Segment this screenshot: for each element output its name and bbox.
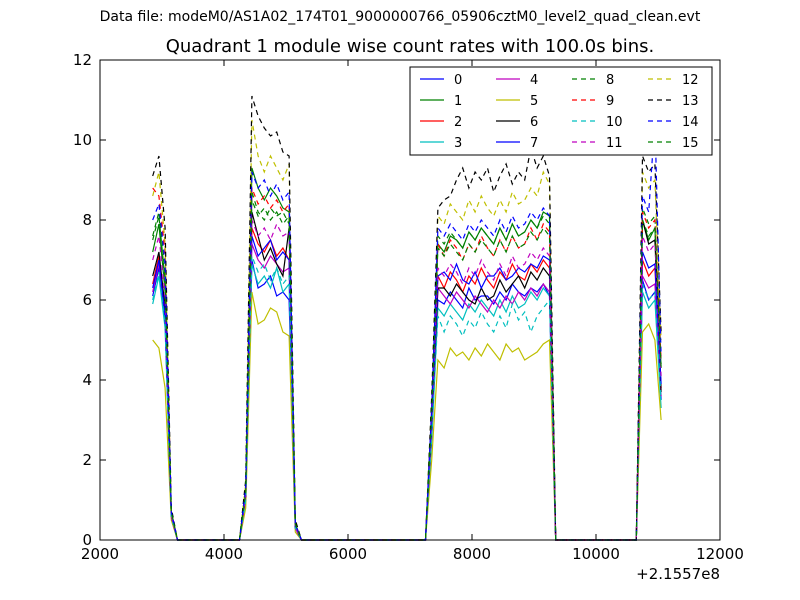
series-line-9 <box>152 187 662 541</box>
legend-label-9: 9 <box>606 94 614 109</box>
legend-label-13: 13 <box>682 94 699 109</box>
legend-label-4: 4 <box>530 73 538 88</box>
y-tick-label: 10 <box>73 131 92 149</box>
series-line-8 <box>152 191 662 541</box>
series-line-12 <box>152 119 662 541</box>
series-line-3 <box>152 263 662 541</box>
y-tick-label: 6 <box>82 291 92 309</box>
y-tick-label: 8 <box>82 211 92 229</box>
x-tick-label: 10000 <box>572 545 620 563</box>
series-line-1 <box>152 167 662 541</box>
legend-label-11: 11 <box>606 136 623 151</box>
y-tick-label: 12 <box>73 51 92 69</box>
y-tick-label: 0 <box>82 531 92 549</box>
legend-label-1: 1 <box>454 94 462 109</box>
series-line-7 <box>152 235 662 541</box>
legend-label-12: 12 <box>682 73 699 88</box>
series-line-5 <box>152 291 662 541</box>
series-line-11 <box>152 219 662 541</box>
legend-box <box>409 66 713 156</box>
legend-label-5: 5 <box>530 94 538 109</box>
x-tick-label: 8000 <box>453 545 491 563</box>
chart-title: Quadrant 1 module wise count rates with … <box>165 36 655 57</box>
series-line-15 <box>152 199 662 541</box>
series-line-13 <box>152 95 662 541</box>
data-file-caption: Data file: modeM0/AS1A02_174T01_90000007… <box>99 9 701 25</box>
legend-label-15: 15 <box>682 136 699 151</box>
legend-label-0: 0 <box>454 73 462 88</box>
legend-label-7: 7 <box>530 136 538 151</box>
legend-label-8: 8 <box>606 73 614 88</box>
axes: 2000 4000 6000 8000 10000 12000024681012+2.15… <box>73 51 744 583</box>
series-line-10 <box>152 255 662 541</box>
series-line-2 <box>152 227 662 541</box>
legend-label-6: 6 <box>530 115 538 130</box>
x-tick-label: 6000 <box>329 545 367 563</box>
plot-lines <box>152 95 662 541</box>
x-tick-label: 4000 <box>205 545 243 563</box>
series-line-0 <box>152 259 662 541</box>
legend-label-2: 2 <box>454 115 462 130</box>
x-tick-label: 2000 <box>81 545 119 563</box>
x-offset-label: +2.1557e8 <box>636 565 720 583</box>
x-tick-label: 12000 <box>696 545 744 563</box>
y-tick-label: 2 <box>82 451 92 469</box>
legend-label-10: 10 <box>606 115 623 130</box>
y-tick-label: 4 <box>82 371 92 389</box>
legend-label-3: 3 <box>454 136 462 151</box>
series-line-14 <box>152 119 662 541</box>
legend-label-14: 14 <box>682 115 699 130</box>
series-line-4 <box>152 243 662 541</box>
series-line-6 <box>152 211 662 541</box>
